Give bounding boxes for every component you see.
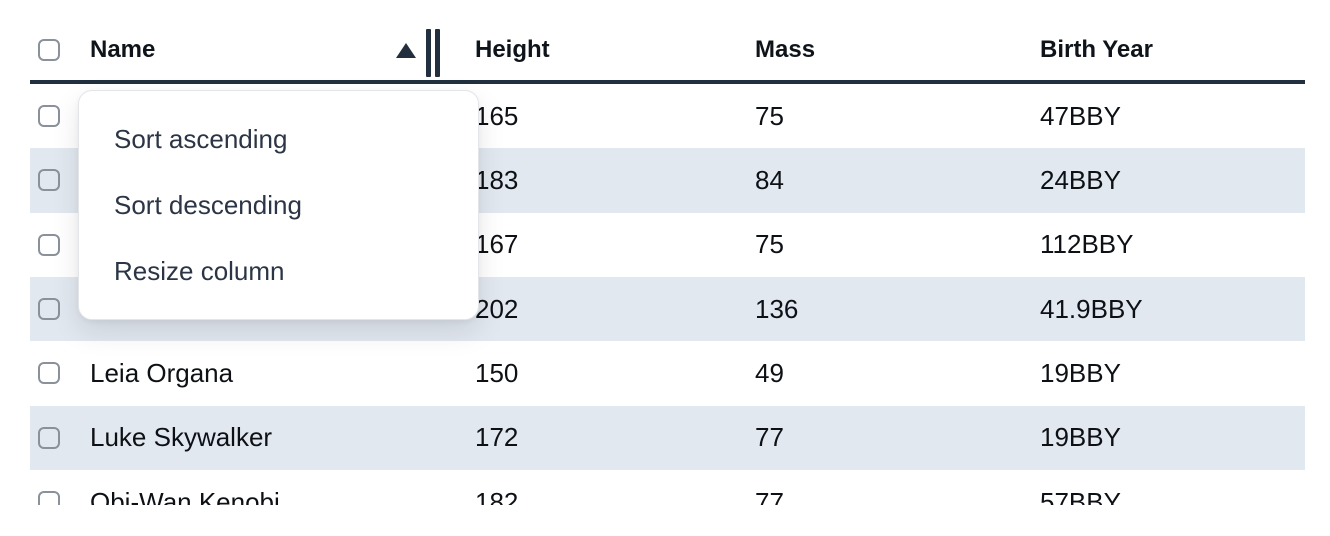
table-header-row: Name Height Mass Birth Year (30, 0, 1305, 84)
column-header-height[interactable]: Height (475, 36, 550, 63)
cell-birth-year: 112BBY (1040, 229, 1134, 260)
table-row[interactable]: 165 75 47BBY (30, 84, 1305, 148)
table-row[interactable]: 167 75 112BBY (30, 213, 1305, 277)
header-checkbox-cell (30, 39, 90, 61)
cell-height: 150 (475, 357, 519, 388)
cell-birth-year: 19BBY (1040, 357, 1121, 388)
cell-height: 165 (475, 100, 519, 131)
cell-name: Leia Organa (90, 357, 234, 388)
cell-mass: 49 (755, 357, 784, 388)
menu-item-sort-descending[interactable]: Sort descending (114, 189, 302, 220)
sort-ascending-icon (396, 42, 416, 58)
cell-mass: 84 (755, 164, 784, 195)
cell-name: Obi-Wan Kenobi (90, 486, 280, 505)
cell-mass: 77 (755, 486, 784, 505)
row-checkbox[interactable] (38, 362, 60, 385)
cell-birth-year: 41.9BBY (1040, 293, 1143, 324)
cell-mass: 136 (755, 293, 799, 324)
table-row[interactable]: Obi-Wan Kenobi 182 77 57BBY (30, 470, 1305, 505)
column-resize-handle[interactable] (426, 29, 440, 77)
table-row[interactable]: Leia Organa 150 49 19BBY (30, 341, 1305, 405)
row-checkbox[interactable] (38, 105, 60, 128)
cell-height: 183 (475, 164, 519, 195)
cell-mass: 75 (755, 100, 784, 131)
cell-birth-year: 19BBY (1040, 422, 1121, 453)
menu-item-resize-column[interactable]: Resize column (114, 255, 285, 286)
select-all-checkbox[interactable] (38, 39, 60, 61)
cell-name: Luke Skywalker (90, 422, 273, 453)
menu-item-sort-ascending[interactable]: Sort ascending (114, 123, 288, 154)
column-header-name-label: Name (90, 36, 156, 63)
cell-birth-year: 47BBY (1040, 100, 1121, 131)
table-row[interactable]: Luke Skywalker 172 77 19BBY (30, 405, 1305, 470)
row-checkbox[interactable] (38, 233, 60, 256)
cell-birth-year: 24BBY (1040, 164, 1121, 195)
cell-height: 172 (475, 422, 519, 453)
row-checkbox[interactable] (38, 491, 60, 505)
cell-height: 182 (475, 486, 519, 505)
cell-height: 167 (475, 229, 519, 260)
cell-height: 202 (475, 293, 519, 324)
cell-mass: 77 (755, 422, 784, 453)
row-checkbox[interactable] (38, 169, 60, 192)
column-context-menu: Sort ascending Sort descending Resize co… (78, 90, 479, 320)
cell-mass: 75 (755, 229, 784, 260)
column-header-mass[interactable]: Mass (755, 36, 816, 63)
cell-birth-year: 57BBY (1040, 486, 1121, 505)
row-checkbox[interactable] (38, 298, 60, 321)
row-checkbox[interactable] (38, 426, 60, 449)
column-header-birth-year[interactable]: Birth Year (1040, 36, 1153, 63)
column-header-name[interactable]: Name (90, 20, 475, 80)
